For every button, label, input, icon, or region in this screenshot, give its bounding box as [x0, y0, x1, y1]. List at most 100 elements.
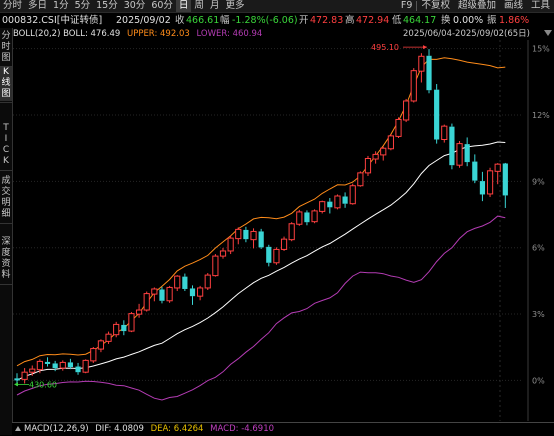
open-value: 472.83	[310, 15, 344, 26]
tool-4[interactable]: 工具	[530, 0, 550, 11]
candle[interactable]	[166, 285, 173, 303]
candle[interactable]	[426, 49, 432, 94]
candle[interactable]	[258, 228, 264, 249]
tool-2[interactable]: 超级叠加	[457, 0, 496, 11]
period-tab-8[interactable]: 周	[194, 0, 204, 11]
candle[interactable]	[105, 331, 112, 344]
candle[interactable]	[319, 200, 326, 214]
candle[interactable]	[311, 209, 318, 224]
boll-upper-line	[16, 57, 506, 367]
candle[interactable]	[280, 236, 288, 251]
high-label: 高	[345, 15, 355, 26]
period-tab-0[interactable]: 分时	[3, 0, 23, 11]
candle[interactable]	[479, 171, 486, 202]
candle[interactable]	[219, 247, 227, 259]
period-tab-9[interactable]: 月	[209, 0, 220, 11]
candle[interactable]	[143, 291, 150, 312]
high-arrow-icon	[423, 45, 428, 50]
candle[interactable]	[410, 68, 417, 103]
candle[interactable]	[472, 154, 478, 184]
open-label: 开	[299, 15, 309, 26]
candle[interactable]	[418, 53, 425, 83]
candle[interactable]	[441, 124, 448, 143]
candle[interactable]	[151, 287, 158, 302]
candle[interactable]	[36, 359, 43, 374]
side-divider	[0, 284, 12, 285]
tool-3[interactable]: 画线	[503, 0, 523, 11]
candle[interactable]	[44, 357, 51, 367]
tool-1[interactable]: 不复权	[421, 0, 450, 11]
candle[interactable]	[75, 362, 81, 375]
candle[interactable]	[235, 227, 242, 245]
period-tab-6[interactable]: 60分	[151, 0, 173, 11]
candle[interactable]	[380, 146, 387, 161]
candle[interactable]	[189, 285, 196, 305]
candle[interactable]	[128, 312, 135, 333]
candle[interactable]	[82, 359, 89, 374]
candle[interactable]	[342, 192, 348, 208]
candle[interactable]	[273, 247, 280, 265]
candle[interactable]	[182, 273, 188, 292]
candle[interactable]	[486, 167, 494, 198]
candle[interactable]	[204, 273, 211, 290]
candle[interactable]	[387, 134, 394, 151]
candle[interactable]	[67, 358, 74, 370]
side-tab-0[interactable]: 分时图	[1, 31, 11, 63]
candle[interactable]	[334, 194, 341, 210]
high-annotation: 495.10	[371, 43, 399, 52]
candle[interactable]	[159, 286, 165, 304]
candle[interactable]	[121, 320, 127, 336]
candle[interactable]	[250, 228, 257, 249]
candle[interactable]	[434, 84, 440, 144]
candle[interactable]	[97, 339, 105, 353]
candle[interactable]	[135, 303, 143, 318]
candle[interactable]	[243, 226, 249, 243]
candle[interactable]	[90, 347, 97, 363]
candle[interactable]	[29, 365, 36, 376]
indicator-toggle-icon[interactable]	[15, 426, 21, 431]
boll-mid-value: BOLL(20,2) BOLL: 476.49	[13, 29, 121, 39]
candle[interactable]	[227, 235, 234, 255]
side-tab-3[interactable]: 成交明细	[1, 176, 11, 219]
period-tab-4[interactable]: 15分	[96, 0, 118, 11]
period-tab-2[interactable]: 1分	[53, 0, 69, 11]
candle[interactable]	[327, 198, 333, 214]
candle[interactable]	[296, 209, 303, 226]
collapse-caret-icon[interactable]	[544, 30, 552, 36]
macd-indicator-bar[interactable]: MACD(12,26,9) DIF: 4.0809 DEA: 6.4264 MA…	[12, 422, 554, 436]
candle[interactable]	[304, 210, 310, 226]
candle[interactable]	[502, 162, 508, 208]
candle[interactable]	[464, 137, 470, 167]
candle[interactable]	[449, 123, 455, 170]
candle[interactable]	[372, 151, 379, 164]
candle[interactable]	[403, 98, 410, 123]
candle[interactable]	[174, 275, 181, 292]
candle[interactable]	[456, 141, 463, 168]
kline-chart[interactable]: 15% 12% 9% 6% 3% 0% 495.10 430.60	[13, 40, 554, 421]
side-tab-4[interactable]: 深度资料	[1, 237, 11, 280]
macd-dea: DEA: 6.4264	[150, 424, 204, 434]
macd-dif: DIF: 4.0809	[95, 424, 144, 434]
candle[interactable]	[395, 117, 402, 138]
candle[interactable]	[52, 360, 58, 372]
period-tab-5[interactable]: 30分	[123, 0, 146, 11]
candle[interactable]	[21, 368, 28, 384]
candle[interactable]	[113, 321, 120, 338]
period-tab-1[interactable]: 多日	[28, 0, 48, 11]
date-range: 2025/06/04-2025/09/02(65日)	[403, 29, 530, 39]
period-tab-3[interactable]: 5分	[74, 0, 91, 11]
candle[interactable]	[266, 244, 272, 267]
candle[interactable]	[59, 360, 66, 371]
candle[interactable]	[494, 163, 501, 185]
candle[interactable]	[357, 171, 364, 187]
candle[interactable]	[197, 285, 204, 301]
candle[interactable]	[364, 155, 372, 176]
period-tab-7[interactable]: 日	[175, 0, 192, 12]
tool-0[interactable]: F9	[400, 0, 413, 11]
candle[interactable]	[288, 222, 295, 242]
period-tab-10[interactable]: 更多	[225, 0, 245, 11]
candle[interactable]	[349, 183, 356, 205]
candle[interactable]	[212, 254, 219, 277]
